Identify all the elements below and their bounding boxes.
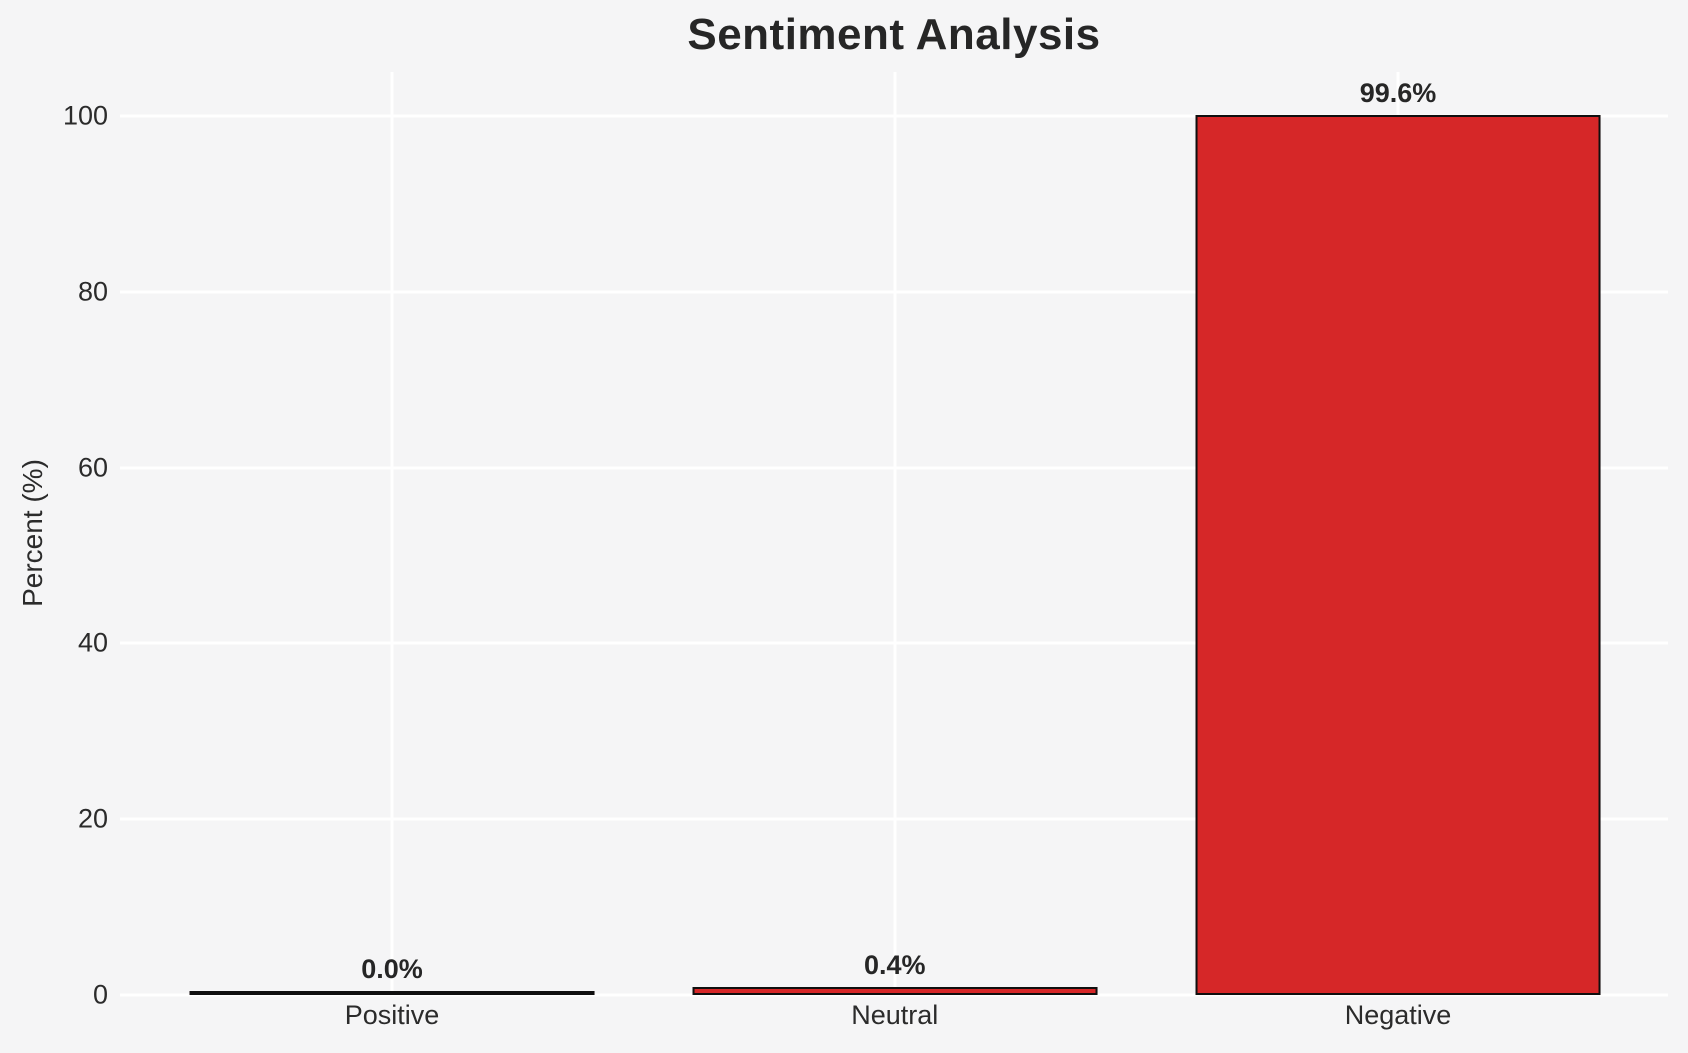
bar-group-neutral: 0.4% bbox=[692, 72, 1098, 995]
y-tick-label-40: 40 bbox=[77, 627, 108, 658]
y-axis-tick-labels: 100 80 60 40 20 0 bbox=[0, 72, 108, 1009]
y-tick-label-80: 80 bbox=[77, 276, 108, 307]
bar-group-positive: 0.0% bbox=[189, 72, 595, 995]
x-category-label-positive: Positive bbox=[344, 1000, 440, 1030]
bar-value-label-positive: 0.0% bbox=[361, 954, 423, 984]
bar-positive: 0.0% bbox=[189, 954, 595, 995]
bar-value-label-neutral: 0.4% bbox=[863, 950, 926, 981]
chart-title: Sentiment Analysis bbox=[687, 10, 1101, 59]
v-gridline-neutral bbox=[893, 72, 897, 995]
y-tick-label-20: 20 bbox=[77, 803, 108, 834]
bar-negative: 99.6% bbox=[1195, 78, 1601, 995]
h-gridline-0 bbox=[120, 993, 1668, 997]
bar-group-negative: 99.6% bbox=[1195, 72, 1601, 995]
x-category-label-neutral: Neutral bbox=[851, 1000, 939, 1030]
y-tick-label-60: 60 bbox=[77, 452, 108, 483]
bar-value-label-negative: 99.6% bbox=[1359, 78, 1437, 109]
x-axis-category-labels: Positive Neutral Negative bbox=[120, 1000, 1668, 1040]
bar-neutral: 0.4% bbox=[692, 950, 1098, 995]
plot-area: 0.0% 0.4% 99.6% bbox=[120, 72, 1668, 997]
y-tick-label-0: 0 bbox=[92, 979, 108, 1010]
x-category-label-negative: Negative bbox=[1344, 1000, 1452, 1030]
v-gridline-positive bbox=[390, 72, 394, 995]
y-tick-label-100: 100 bbox=[62, 100, 108, 131]
